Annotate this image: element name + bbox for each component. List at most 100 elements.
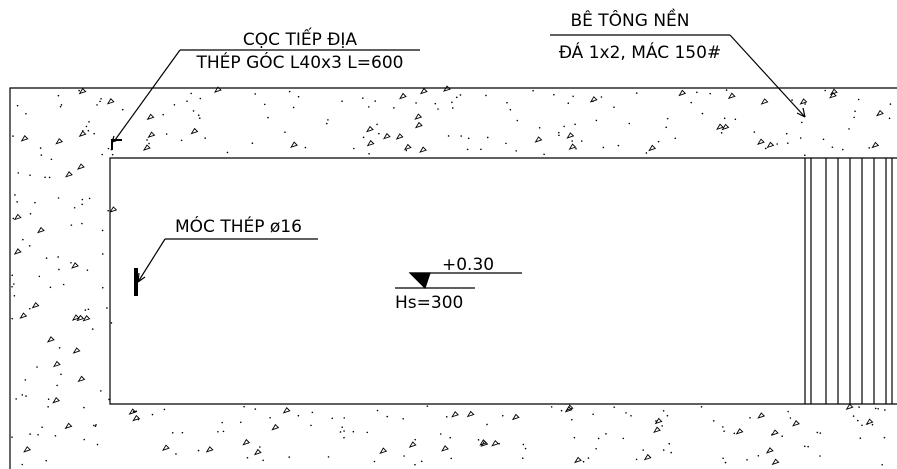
dot bbox=[353, 147, 355, 150]
dot bbox=[587, 457, 590, 459]
height: Hs=300 bbox=[395, 293, 463, 313]
dot bbox=[498, 442, 500, 445]
dot bbox=[451, 101, 453, 104]
dot bbox=[852, 415, 855, 417]
dot bbox=[366, 431, 369, 434]
dot bbox=[47, 398, 50, 401]
dot bbox=[246, 457, 249, 459]
dot bbox=[749, 416, 751, 419]
dot bbox=[434, 102, 437, 105]
dot bbox=[709, 92, 712, 95]
dot bbox=[100, 390, 102, 392]
dot bbox=[570, 418, 573, 421]
dot bbox=[515, 150, 518, 152]
dot bbox=[550, 406, 553, 408]
dot bbox=[889, 103, 892, 105]
dot bbox=[666, 117, 669, 120]
dot bbox=[197, 114, 200, 117]
aggregate bbox=[589, 96, 598, 103]
aggregate bbox=[395, 133, 404, 140]
dot bbox=[21, 463, 24, 466]
aggregate bbox=[109, 206, 118, 213]
aggregate bbox=[76, 314, 85, 322]
aggregate bbox=[534, 136, 543, 143]
dot bbox=[11, 436, 13, 438]
dot bbox=[163, 408, 166, 411]
aggregate bbox=[52, 360, 61, 368]
dot bbox=[58, 268, 60, 271]
dot bbox=[567, 102, 570, 104]
dot bbox=[107, 209, 109, 212]
dot bbox=[628, 122, 631, 125]
dot bbox=[297, 95, 300, 98]
dot bbox=[553, 93, 555, 96]
aggregate bbox=[46, 336, 55, 343]
leader bbox=[729, 34, 806, 118]
dot bbox=[645, 152, 648, 154]
dot bbox=[56, 384, 58, 387]
dot bbox=[38, 275, 41, 278]
aggregate bbox=[64, 422, 73, 430]
dot bbox=[571, 140, 573, 142]
aggregate bbox=[721, 123, 730, 131]
dot bbox=[352, 430, 355, 433]
dot bbox=[254, 408, 257, 410]
dot bbox=[725, 89, 728, 91]
dot bbox=[175, 453, 177, 455]
dot bbox=[50, 158, 53, 161]
dot bbox=[251, 142, 254, 145]
aggregate bbox=[648, 144, 657, 152]
dot bbox=[447, 135, 450, 137]
aggregate bbox=[72, 347, 81, 354]
dot bbox=[822, 138, 825, 141]
dot bbox=[343, 436, 345, 439]
aggregate bbox=[770, 429, 779, 436]
aggregate bbox=[282, 407, 291, 414]
dot bbox=[34, 201, 36, 204]
concrete-hatch bbox=[11, 85, 892, 466]
dot bbox=[722, 457, 724, 460]
aggregate bbox=[82, 315, 91, 322]
dot bbox=[602, 146, 605, 149]
dot bbox=[477, 439, 480, 441]
dot bbox=[403, 455, 405, 457]
dot bbox=[41, 426, 43, 428]
dot bbox=[254, 93, 256, 95]
dot bbox=[137, 418, 140, 421]
dot bbox=[804, 154, 806, 157]
dot bbox=[13, 294, 16, 297]
dot bbox=[666, 414, 669, 417]
dot bbox=[848, 128, 850, 130]
aggregate bbox=[147, 131, 156, 139]
dot bbox=[165, 133, 168, 135]
dot bbox=[54, 434, 57, 437]
label: THÉP GÓC L40x3 L=600 bbox=[196, 51, 404, 73]
dot bbox=[11, 285, 13, 288]
dot bbox=[635, 458, 638, 461]
dot bbox=[857, 98, 860, 101]
dot bbox=[57, 197, 60, 199]
dot bbox=[856, 419, 859, 422]
dot bbox=[831, 146, 834, 148]
dot bbox=[819, 432, 822, 434]
dot bbox=[662, 409, 665, 412]
aggregate bbox=[654, 417, 663, 425]
dot bbox=[14, 194, 16, 196]
aggregate bbox=[379, 447, 388, 454]
aggregate bbox=[765, 447, 774, 454]
dot bbox=[110, 322, 113, 324]
aggregate bbox=[451, 411, 459, 418]
dot bbox=[437, 108, 439, 110]
aggregate bbox=[443, 85, 451, 92]
dot bbox=[532, 89, 534, 92]
dot bbox=[311, 411, 314, 414]
dot bbox=[87, 129, 90, 132]
dot bbox=[85, 125, 88, 128]
dot bbox=[101, 153, 103, 156]
dot bbox=[722, 426, 724, 428]
aggregate bbox=[271, 423, 280, 431]
dot bbox=[361, 97, 364, 99]
outer-edge bbox=[9, 87, 897, 469]
dot bbox=[655, 420, 657, 422]
dot bbox=[94, 425, 97, 427]
